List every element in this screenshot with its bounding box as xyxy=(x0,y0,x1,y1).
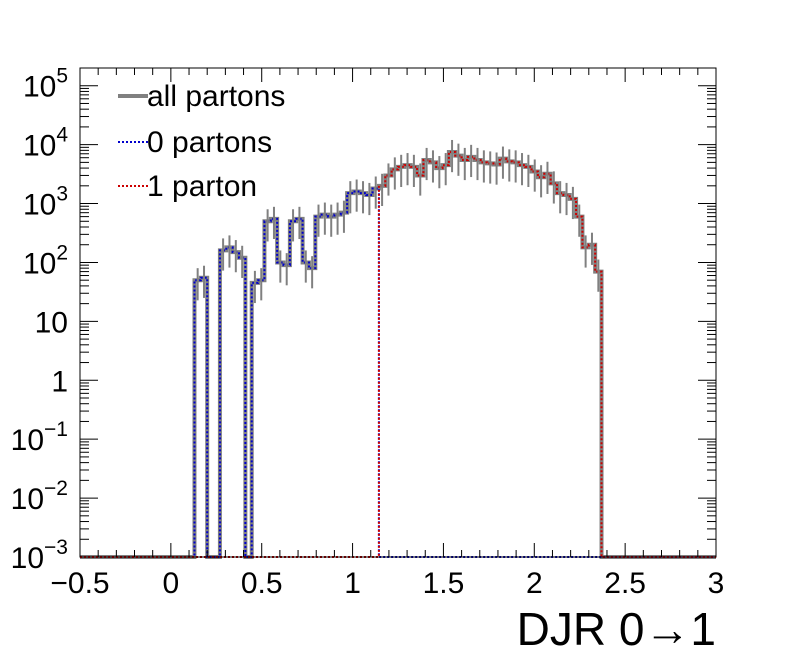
x-tick-label: 0.5 xyxy=(241,567,283,600)
legend-label-all-partons: all partons xyxy=(147,80,285,113)
legend-label-0-partons: 0 partons xyxy=(147,126,272,159)
y-tick-label: 1 xyxy=(51,365,68,398)
y-tick-label: 10 xyxy=(35,306,68,339)
y-tick-label: 10−3 xyxy=(11,536,68,575)
x-tick-label: 1.5 xyxy=(423,567,465,600)
legend: all partons 0 partons 1 parton xyxy=(118,80,285,203)
axis-layer: −0.5 0 0.5 1 1.5 2 2.5 3 10−3 10−2 10−1 1 10 102 103 10… xyxy=(11,65,725,600)
y-tick-label: 104 xyxy=(23,124,68,163)
x-axis-title: DJR 0→1 xyxy=(517,603,716,655)
y-tick-label: 102 xyxy=(23,241,68,280)
y-tick-label: 10−1 xyxy=(11,418,68,457)
x-tick-label: 3 xyxy=(708,567,725,600)
x-tick-label: −0.5 xyxy=(50,567,109,600)
y-tick-label: 103 xyxy=(23,183,68,222)
x-tick-label: 1 xyxy=(344,567,361,600)
legend-label-1-parton: 1 parton xyxy=(147,170,257,203)
x-tick-label: 2 xyxy=(526,567,543,600)
y-tick-label: 10−2 xyxy=(11,477,68,516)
x-tick-label: 2.5 xyxy=(604,567,646,600)
plot-frame xyxy=(79,67,717,558)
x-tick-label: 0 xyxy=(163,567,180,600)
y-tick-label: 105 xyxy=(23,65,68,104)
